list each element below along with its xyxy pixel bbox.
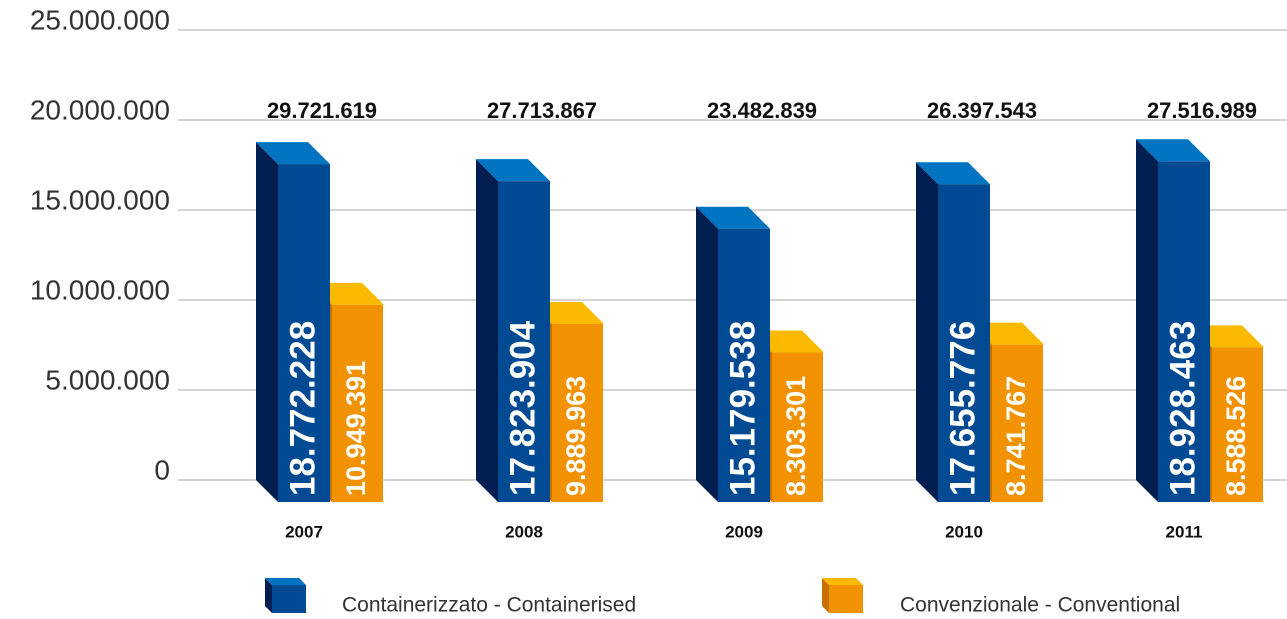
bar-side (1136, 139, 1158, 502)
value-label: 10.949.391 (341, 361, 371, 496)
bar (552, 323, 603, 502)
bar-side (476, 159, 498, 502)
legend-top (822, 578, 863, 585)
legend-label: Containerizzato - Containerised (342, 594, 636, 617)
bar (772, 352, 823, 502)
bar-side (696, 206, 718, 502)
bar-top (696, 206, 770, 229)
y-tick-label: 0 (154, 454, 170, 485)
total-label: 23.482.839 (707, 98, 817, 123)
x-tick-label: 2009 (725, 522, 763, 541)
legend-side (265, 578, 272, 613)
value-label: 8.303.301 (781, 376, 811, 496)
y-tick-label: 15.000.000 (30, 184, 170, 215)
bar (992, 344, 1043, 502)
bar-top (256, 142, 330, 165)
value-label: 17.823.904 (503, 320, 542, 496)
bar (278, 164, 330, 502)
bar-side (256, 142, 278, 502)
bar (498, 181, 550, 502)
total-label: 26.397.543 (927, 98, 1037, 123)
y-tick-label: 5.000.000 (45, 364, 170, 395)
value-label: 8.588.526 (1221, 376, 1251, 496)
bar (938, 184, 990, 502)
value-label: 8.741.767 (1001, 376, 1031, 496)
value-label: 18.772.228 (283, 321, 322, 496)
bar (332, 304, 383, 502)
x-tick-label: 2008 (505, 522, 543, 541)
total-label: 29.721.619 (267, 98, 377, 123)
value-label: 17.655.776 (943, 321, 982, 496)
bar-top (476, 159, 550, 182)
legend-swatch (272, 585, 306, 613)
legend-swatch (829, 585, 863, 613)
total-label: 27.713.867 (487, 98, 597, 123)
x-tick-label: 2011 (1166, 522, 1203, 541)
total-label: 27.516.989 (1147, 98, 1257, 123)
legend-label: Convenzionale - Conventional (900, 594, 1180, 617)
bar-top (916, 162, 990, 185)
value-label: 15.179.538 (723, 321, 762, 496)
legend-side (822, 578, 829, 613)
bar-top (1136, 139, 1210, 162)
bar (718, 228, 770, 502)
y-tick-label: 25.000.000 (30, 4, 170, 35)
y-tick-label: 10.000.000 (30, 274, 170, 305)
bar (1212, 347, 1263, 502)
x-tick-label: 2007 (285, 522, 323, 541)
value-label: 18.928.463 (1163, 321, 1202, 496)
x-tick-label: 2010 (945, 522, 983, 541)
bar (1158, 161, 1210, 502)
bar-side (916, 162, 938, 502)
y-tick-label: 20.000.000 (30, 94, 170, 125)
value-label: 9.889.963 (561, 376, 591, 496)
legend-top (265, 578, 306, 585)
